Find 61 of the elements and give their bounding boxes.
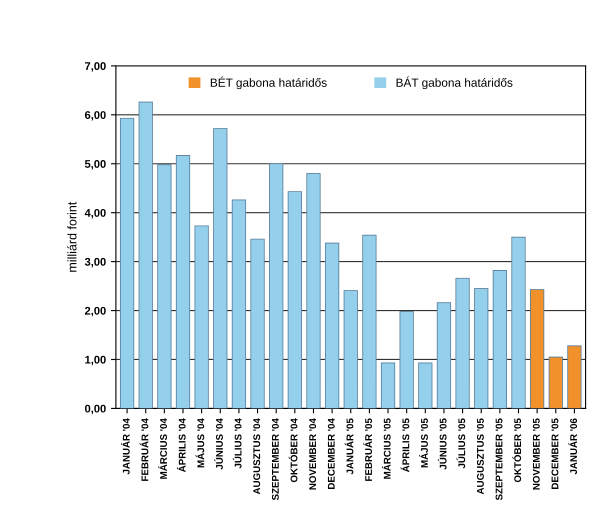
bar [288, 191, 302, 408]
x-tick-label: MÁRCIUS '05 [382, 418, 391, 479]
x-tick-label: FEBRUÁR '05 [363, 418, 372, 481]
bar [344, 290, 358, 408]
x-tick-label: AUGUSZTUS '04 [253, 418, 260, 494]
x-tick-label: AUGUSZTUS '05 [476, 418, 484, 494]
y-axis-title: milliárd forint [67, 202, 77, 272]
bar [492, 270, 507, 408]
legend-label: BÉT gabona határidős [210, 76, 327, 90]
x-tick-label: JÚNIUS '05 [438, 418, 447, 470]
x-tick-label: SZEPTEMBER '04 [272, 418, 279, 500]
x-tick-label: NOVEMBER '04 [309, 418, 316, 490]
bar [324, 242, 340, 408]
bar [436, 302, 452, 408]
x-tick-label: FEBRUÁR '04 [140, 418, 148, 481]
bar [567, 345, 582, 408]
x-tick-label: MÁRCIUS '04 [158, 418, 167, 479]
bar [418, 362, 432, 408]
x-tick-label: JÚLIUS '04 [232, 418, 242, 468]
x-tick-label: ÁPRILIS '05 [400, 418, 410, 472]
bar [530, 289, 544, 408]
bar [380, 362, 396, 408]
x-tick-label: JÚLIUS '05 [456, 418, 466, 468]
x-tick-label: JANUÁR '05 [344, 418, 354, 474]
bar [269, 163, 284, 408]
bar [157, 164, 172, 408]
y-tick-label: 2,00 [84, 306, 106, 316]
bar [306, 173, 321, 408]
x-tick-label: DECEMBER '05 [552, 418, 558, 489]
x-tick-label: ÁPRILIS '04 [176, 418, 186, 472]
bar [250, 238, 265, 408]
x-tick-label: OKTÓBER '05 [512, 418, 522, 482]
x-tick-label: JANUÁR '04 [120, 418, 130, 474]
y-tick-label: 0,00 [84, 404, 106, 414]
x-tick-label: DECEMBER '04 [328, 418, 335, 489]
bar [362, 234, 377, 408]
bar [138, 102, 153, 408]
bar [474, 288, 488, 408]
x-tick-label: MÁJUS '04 [196, 418, 204, 468]
x-tick-label: NOVEMBER '05 [532, 418, 540, 490]
x-tick-label: MÁJUS '05 [419, 418, 428, 468]
y-tick-label: 3,00 [84, 258, 106, 268]
bar [194, 225, 209, 408]
bar [511, 236, 526, 408]
y-tick-label: 6,00 [84, 111, 106, 121]
bar [232, 200, 246, 408]
y-tick-label: 7,00 [85, 62, 106, 72]
y-tick-label: 4,00 [84, 208, 106, 218]
bar [455, 278, 470, 408]
legend-label: BÁT gabona határidős [396, 76, 512, 90]
y-tick-label: 5,00 [84, 160, 106, 170]
y-tick-label: 1,00 [85, 356, 106, 366]
x-tick-label: JÚNIUS '04 [214, 418, 223, 470]
bar [213, 128, 228, 408]
bar [120, 118, 134, 408]
x-tick-label: SZEPTEMBER '05 [496, 418, 502, 500]
bar [176, 155, 190, 408]
x-tick-label: JANUÁR '06 [568, 418, 578, 474]
x-tick-label: OKTÓBER '04 [288, 418, 298, 482]
bar [400, 311, 414, 408]
bar [548, 356, 563, 408]
